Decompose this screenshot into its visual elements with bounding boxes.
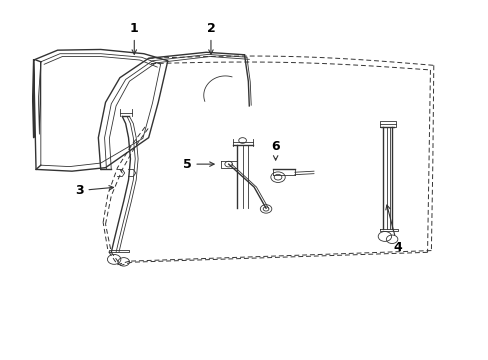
- Text: 1: 1: [130, 22, 139, 54]
- Text: 3: 3: [75, 184, 113, 197]
- Text: 6: 6: [271, 140, 280, 160]
- Text: 2: 2: [206, 22, 215, 54]
- Text: 5: 5: [182, 158, 214, 171]
- Text: 4: 4: [385, 205, 402, 253]
